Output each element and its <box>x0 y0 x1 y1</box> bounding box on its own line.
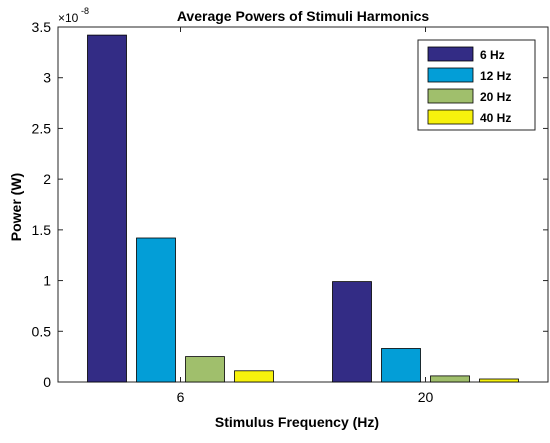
legend-label: 6 Hz <box>480 48 505 62</box>
bar <box>234 370 274 383</box>
legend-swatch <box>427 67 474 83</box>
x-tick-label: 20 <box>418 389 434 405</box>
bar <box>332 281 372 383</box>
bar <box>381 348 421 383</box>
y-tick-label: 0.5 <box>32 323 52 339</box>
x-tick-label: 6 <box>177 389 185 405</box>
legend-label: 12 Hz <box>480 69 511 83</box>
legend-swatch <box>427 46 474 62</box>
y-axis-exponent: ×10 -8 <box>58 6 89 25</box>
legend-swatch <box>427 88 474 104</box>
y-tick-label: 2.5 <box>32 120 52 136</box>
bar <box>185 356 225 383</box>
exponent-base: ×10 <box>58 11 79 25</box>
y-tick-label: 2 <box>43 171 51 187</box>
legend-label: 40 Hz <box>480 111 511 125</box>
x-axis-label: Stimulus Frequency (Hz) <box>215 414 379 430</box>
bar <box>136 237 176 383</box>
legend-label: 20 Hz <box>480 90 511 104</box>
bar <box>430 375 470 383</box>
legend-swatch <box>427 109 474 125</box>
y-tick-label: 0 <box>43 374 51 390</box>
y-tick-label: 3.5 <box>32 19 52 35</box>
y-tick-label: 1.5 <box>32 222 52 238</box>
y-tick-label: 3 <box>43 70 51 86</box>
chart-title: Average Powers of Stimuli Harmonics <box>177 8 430 24</box>
bar <box>479 378 519 383</box>
exponent-power: -8 <box>81 6 89 16</box>
bar <box>87 34 127 383</box>
plot-area: 0 0.5 1 1.5 2 2.5 3 3.5 6 20 6 Hz 12 Hz 20 Hz 40 Hz <box>32 19 549 405</box>
y-tick-label: 1 <box>43 273 51 289</box>
y-axis-label: Power (W) <box>8 173 24 241</box>
